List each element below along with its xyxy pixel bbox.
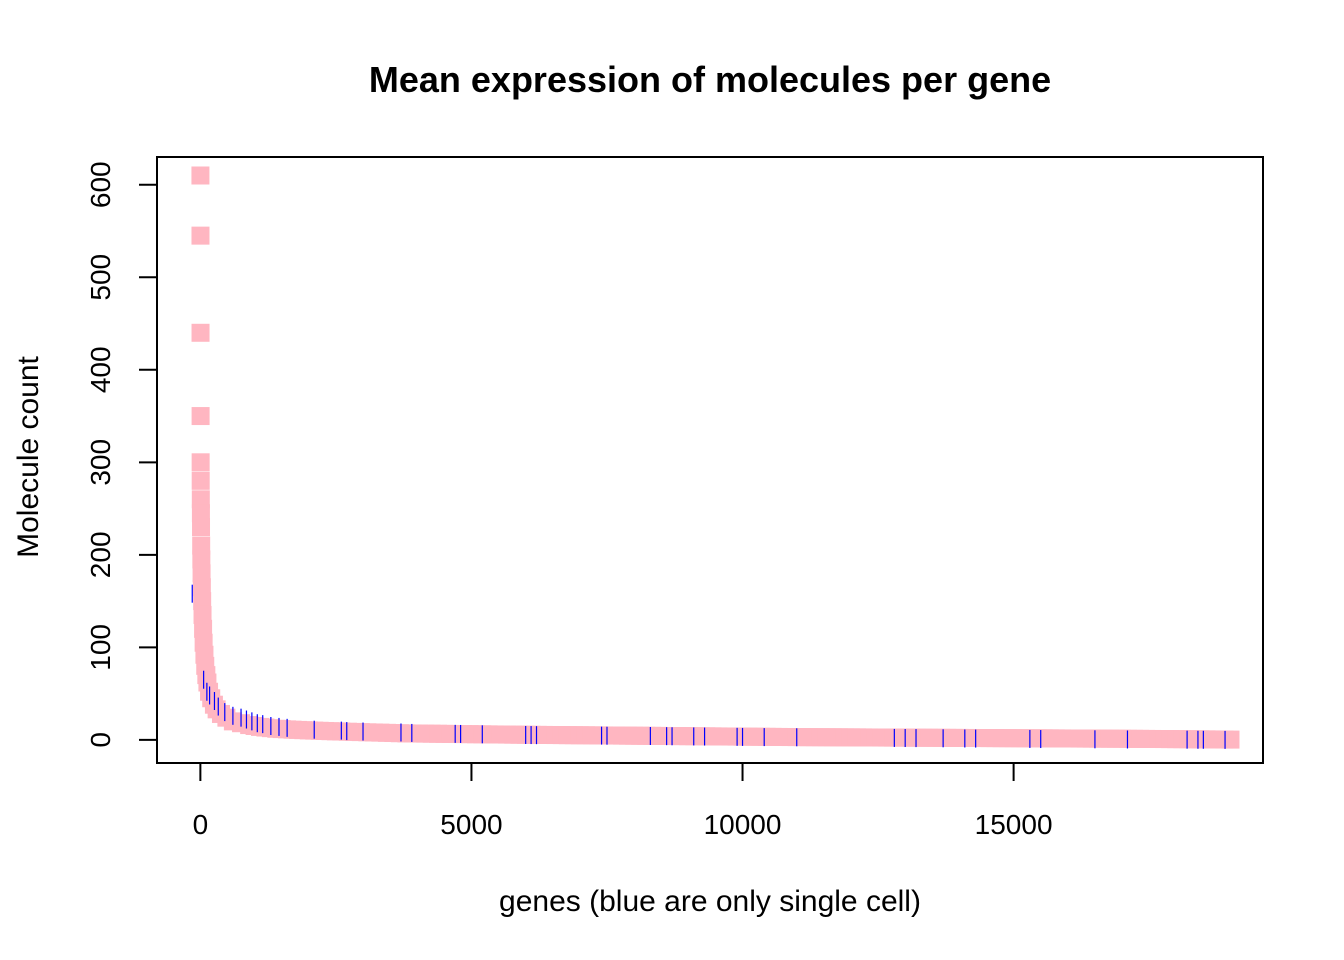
- x-tick-label: 0: [193, 809, 209, 840]
- data-point: [192, 518, 211, 537]
- y-tick-label: 300: [85, 439, 116, 486]
- y-tick-label: 200: [85, 531, 116, 578]
- y-axis-label: Molecule count: [12, 355, 45, 557]
- data-point: [191, 471, 210, 490]
- data-point: [191, 490, 210, 509]
- data-point: [193, 605, 212, 624]
- data-point: [191, 166, 210, 185]
- y-tick-label: 100: [85, 624, 116, 671]
- x-axis-label: genes (blue are only single cell): [499, 885, 921, 918]
- data-point: [191, 323, 210, 342]
- data-point: [192, 578, 211, 597]
- y-tick-label: 400: [85, 346, 116, 393]
- data-point: [192, 564, 211, 583]
- data-point: [191, 453, 210, 472]
- data-point: [192, 536, 211, 555]
- data-point: [1221, 730, 1240, 749]
- data-point: [191, 226, 210, 245]
- y-tick-label: 600: [85, 161, 116, 208]
- x-tick-label: 10000: [704, 809, 782, 840]
- data-point: [194, 619, 213, 638]
- x-tick-label: 15000: [975, 809, 1053, 840]
- plot-frame: [156, 156, 1264, 764]
- y-tick-label: 0: [85, 732, 116, 748]
- x-axis: 0 5000 10000 15000: [193, 762, 1053, 840]
- data-points: [191, 166, 1240, 749]
- y-tick-label: 500: [85, 254, 116, 301]
- data-point: [191, 407, 210, 426]
- data-point: [192, 550, 211, 569]
- data-point: [191, 504, 210, 523]
- y-axis: 0 100 200 300 400 500 600: [85, 161, 158, 748]
- chart-title: Mean expression of molecules per gene: [369, 59, 1051, 100]
- data-point: [193, 592, 212, 611]
- x-tick-label: 5000: [440, 809, 502, 840]
